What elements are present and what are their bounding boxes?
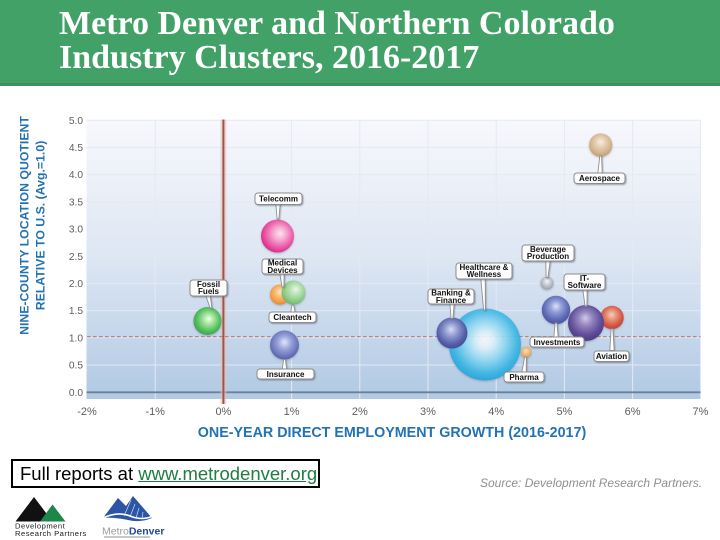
- svg-text:RELATIVE TO U.S. (Avg.=1.0): RELATIVE TO U.S. (Avg.=1.0): [34, 141, 48, 311]
- svg-text:3.5: 3.5: [69, 197, 83, 208]
- svg-text:Aerospace: Aerospace: [579, 174, 620, 183]
- svg-text:NINE-COUNTY LOCATION QUOTIENT: NINE-COUNTY LOCATION QUOTIENT: [18, 116, 32, 335]
- svg-text:Beverage: Beverage: [530, 245, 567, 254]
- svg-text:-2%: -2%: [77, 406, 97, 418]
- svg-text:Development: Development: [15, 522, 66, 531]
- svg-text:Investments: Investments: [534, 338, 581, 347]
- svg-text:Software: Software: [568, 281, 602, 290]
- svg-text:5%: 5%: [556, 406, 572, 418]
- svg-text:0.5: 0.5: [69, 361, 83, 372]
- svg-text:4%: 4%: [488, 406, 504, 418]
- svg-text:Banking &: Banking &: [431, 289, 471, 298]
- svg-text:0%: 0%: [215, 406, 231, 418]
- svg-text:Medical: Medical: [268, 259, 297, 268]
- svg-text:6%: 6%: [625, 406, 641, 418]
- svg-text:3.0: 3.0: [69, 225, 83, 236]
- svg-text:Fossil: Fossil: [197, 280, 220, 289]
- svg-text:1%: 1%: [284, 406, 300, 418]
- svg-text:Insurance: Insurance: [267, 370, 305, 379]
- svg-text:1.0: 1.0: [69, 333, 83, 344]
- svg-text:MetroDenver: MetroDenver: [102, 526, 164, 538]
- svg-text:Healthcare &: Healthcare &: [460, 263, 509, 272]
- svg-text:Fuels: Fuels: [198, 287, 219, 296]
- svg-text:IT-: IT-: [580, 274, 590, 283]
- svg-text:4.5: 4.5: [69, 143, 83, 154]
- svg-text:1.5: 1.5: [69, 306, 83, 317]
- svg-text:Telecomm: Telecomm: [259, 195, 298, 204]
- svg-text:Finance: Finance: [436, 296, 467, 305]
- svg-text:Cleantech: Cleantech: [273, 313, 311, 322]
- svg-text:-1%: -1%: [145, 406, 165, 418]
- svg-text:Research Partners: Research Partners: [15, 529, 87, 538]
- svg-text:4.0: 4.0: [69, 170, 83, 181]
- svg-text:2.0: 2.0: [69, 279, 83, 290]
- svg-text:Wellness: Wellness: [467, 270, 502, 279]
- svg-text:Devices: Devices: [267, 266, 298, 275]
- svg-text:Production: Production: [527, 252, 569, 261]
- svg-text:2.5: 2.5: [69, 252, 83, 263]
- svg-text:2%: 2%: [352, 406, 368, 418]
- svg-text:0.0: 0.0: [69, 388, 83, 399]
- svg-text:Pharma: Pharma: [509, 373, 539, 382]
- svg-text:3%: 3%: [420, 406, 436, 418]
- svg-text:ONE-YEAR DIRECT EMPLOYMENT GRO: ONE-YEAR DIRECT EMPLOYMENT GROWTH (2016-…: [198, 425, 587, 441]
- svg-text:Aviation: Aviation: [596, 352, 627, 361]
- svg-text:5.0: 5.0: [69, 116, 83, 127]
- svg-text:7%: 7%: [693, 406, 709, 418]
